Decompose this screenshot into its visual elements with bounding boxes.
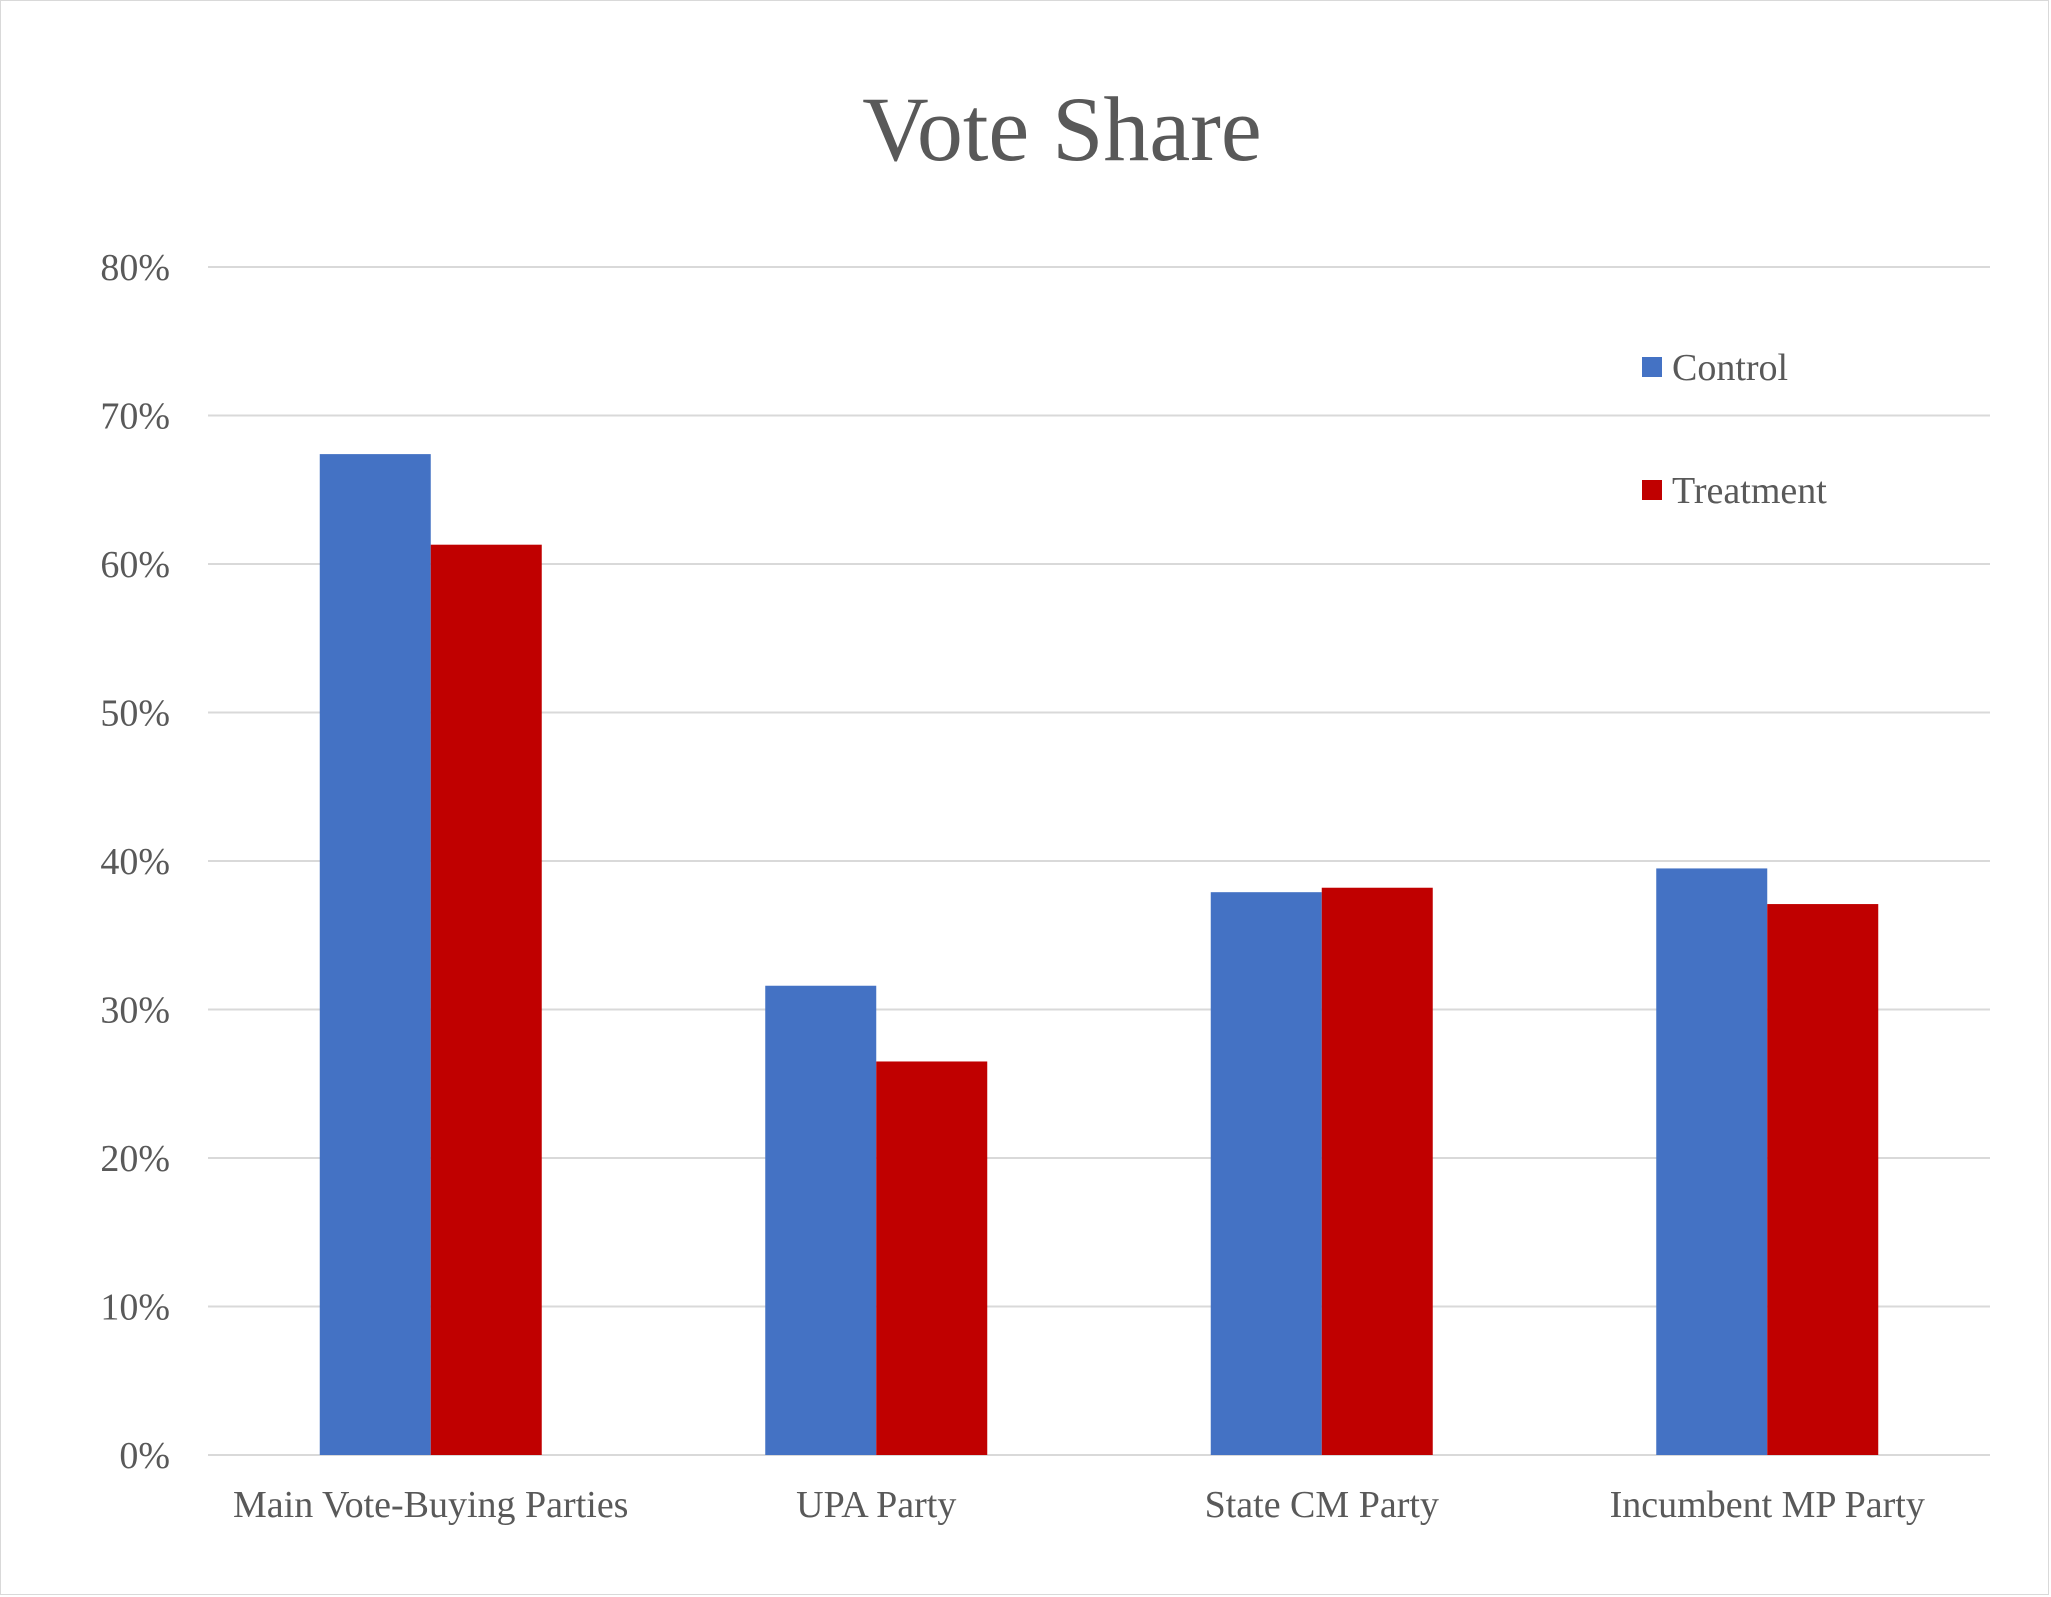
bar-control [1656,868,1768,1455]
y-tick-label: 30% [100,990,170,1032]
legend: Control Treatment [1642,347,1827,512]
legend-swatch-control [1642,357,1662,377]
legend-swatch-treatment [1642,480,1662,500]
x-tick-label: Main Vote-Buying Parties [233,1484,628,1526]
y-tick-label: 40% [100,841,170,883]
x-tick-label: State CM Party [1205,1484,1439,1526]
bar-treatment [1767,904,1879,1455]
legend-label-control: Control [1672,347,1788,389]
chart-title: Vote Share [862,78,1261,180]
y-tick-label: 0% [119,1435,170,1477]
x-tick-label: UPA Party [796,1484,956,1526]
y-tick-label: 50% [100,693,170,735]
bar-treatment [1321,887,1433,1455]
bar-control [765,985,877,1455]
bar-control [1210,892,1322,1455]
x-axis-tick-labels: Main Vote-Buying Parties UPA Party State C… [233,1484,1925,1526]
y-axis-tick-labels: 0% 10% 20% 30% 40% 50% 60% 70% 80% [100,247,170,1477]
y-tick-label: 10% [100,1287,170,1329]
bar-control [319,454,431,1455]
bars [319,454,1879,1455]
y-tick-label: 60% [100,544,170,586]
y-tick-label: 70% [100,396,170,438]
bar-treatment [876,1061,988,1455]
x-tick-label: Incumbent MP Party [1610,1484,1925,1526]
y-tick-label: 80% [100,247,170,289]
y-tick-label: 20% [100,1138,170,1180]
bar-treatment [430,544,542,1455]
legend-label-treatment: Treatment [1672,470,1827,512]
